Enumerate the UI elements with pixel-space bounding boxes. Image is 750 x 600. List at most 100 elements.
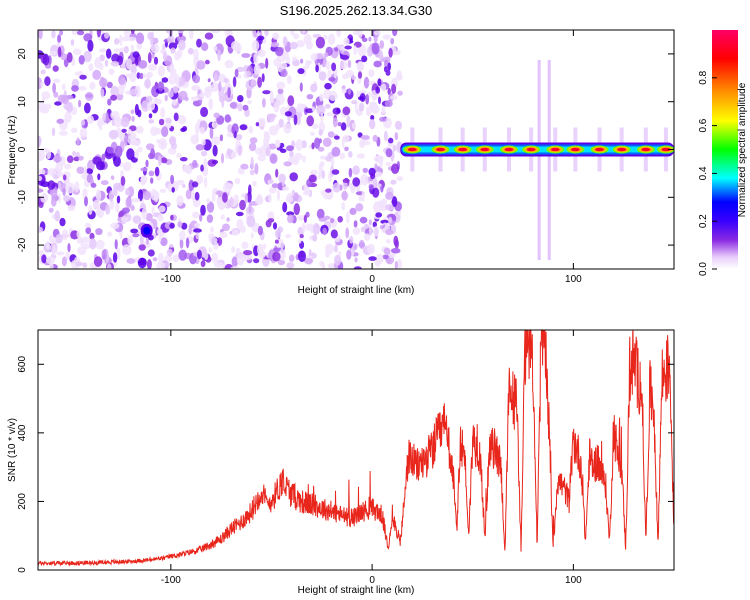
noise-blob: [391, 83, 397, 94]
noise-blob: [316, 104, 326, 115]
noise-blob: [302, 65, 307, 77]
noise-blob: [40, 193, 49, 203]
noise-blob: [196, 174, 204, 185]
noise-blob: [144, 78, 151, 89]
noise-blob: [274, 239, 279, 244]
noise-blob: [156, 260, 165, 269]
noise-blob: [274, 139, 281, 148]
noise-blob: [90, 182, 97, 188]
noise-blob: [222, 223, 230, 232]
noise-blob: [353, 220, 358, 228]
noise-blob: [360, 226, 365, 232]
noise-blob: [106, 263, 112, 269]
noise-blob: [253, 64, 261, 75]
noise-blob: [224, 83, 228, 92]
noise-blob: [88, 205, 93, 216]
noise-blob: [119, 47, 124, 53]
noise-blob: [345, 211, 350, 224]
noise-blob: [208, 98, 213, 111]
noise-blob: [322, 227, 327, 236]
noise-blob: [76, 166, 85, 174]
noise-blob: [191, 189, 195, 201]
noise-blob: [280, 69, 288, 78]
noise-blob: [101, 153, 106, 162]
noise-blob: [292, 56, 298, 62]
noise-blob: [142, 73, 147, 79]
noise-blob: [114, 239, 118, 250]
noise-blob: [191, 85, 197, 91]
noise-blob: [334, 47, 339, 52]
noise-blob: [138, 244, 146, 251]
noise-blob: [58, 130, 69, 136]
carrier-peak: [458, 147, 468, 152]
noise-blob: [141, 100, 150, 112]
noise-blob: [272, 247, 282, 252]
noise-blob: [64, 163, 72, 170]
noise-blob: [277, 259, 285, 266]
noise-blob: [253, 258, 260, 264]
noise-blob: [44, 76, 51, 87]
noise-blob: [273, 101, 280, 113]
noise-blob: [265, 57, 269, 69]
noise-blob: [179, 238, 184, 249]
noise-blob: [135, 32, 145, 45]
noise-blob: [112, 252, 118, 263]
noise-blob: [131, 115, 135, 122]
noise-blob: [275, 123, 280, 131]
noise-blob: [277, 88, 284, 95]
noise-blob: [239, 124, 248, 131]
noise-blob: [383, 247, 391, 256]
noise-blob: [192, 74, 201, 84]
noise-blob: [101, 249, 107, 261]
noise-blob: [278, 118, 284, 128]
noise-blob: [264, 30, 269, 37]
noise-blob: [192, 211, 200, 219]
noise-blob: [293, 114, 298, 126]
noise-blob: [286, 211, 295, 216]
noise-blob: [370, 102, 378, 113]
noise-blob: [381, 198, 388, 204]
noise-blob: [52, 65, 59, 72]
noise-blob: [38, 188, 44, 193]
noise-blob: [283, 123, 292, 134]
noise-blob: [195, 144, 205, 151]
chart-title: S196.2025.262.13.34.G30: [280, 3, 433, 18]
noise-blob: [199, 126, 205, 135]
noise-blob: [148, 64, 157, 71]
noise-blob: [250, 232, 254, 239]
noise-blob: [339, 60, 348, 70]
noise-blob: [73, 156, 80, 162]
noise-blob: [218, 81, 222, 92]
noise-blob: [379, 159, 383, 169]
noise-blob: [306, 94, 314, 100]
noise-blob: [384, 100, 393, 108]
noise-blob: [195, 232, 200, 240]
noise-blob: [71, 85, 79, 92]
noise-blob: [342, 106, 351, 116]
carrier-peak: [570, 147, 580, 152]
noise-blob: [87, 39, 94, 52]
noise-blob: [267, 113, 277, 119]
noise-blob: [230, 266, 240, 269]
noise-blob: [38, 149, 46, 161]
noise-blob: [321, 262, 326, 269]
noise-blob: [365, 94, 370, 105]
noise-blob: [165, 117, 172, 125]
noise-blob: [388, 137, 394, 144]
noise-blob: [110, 222, 120, 230]
noise-blob: [191, 181, 199, 188]
noise-blob: [277, 226, 284, 234]
noise-blob: [172, 85, 179, 94]
noise-blob: [76, 30, 85, 36]
noise-blob: [105, 112, 109, 125]
noise-blob: [276, 93, 281, 100]
noise-blob: [40, 181, 50, 188]
noise-blob: [333, 68, 337, 79]
noise-blob: [301, 140, 307, 149]
noise-blob: [61, 229, 69, 241]
noise-blob: [176, 152, 182, 159]
noise-blob: [375, 212, 383, 218]
noise-blob: [78, 155, 84, 161]
noise-blob: [211, 252, 218, 264]
noise-blob: [51, 30, 56, 39]
